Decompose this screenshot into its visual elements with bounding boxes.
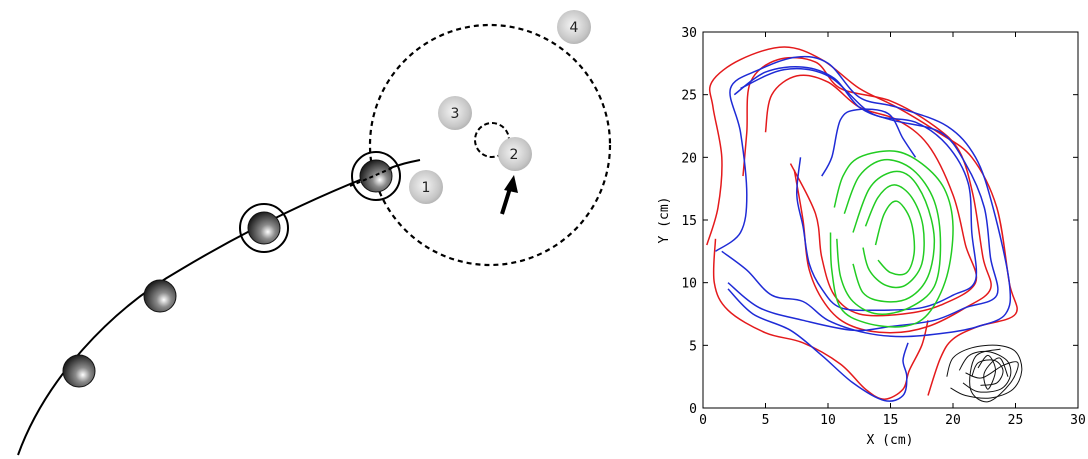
- trajectory-curve: [17, 159, 421, 456]
- x-tick-label: 15: [883, 413, 899, 428]
- ball-label-4: 4: [570, 20, 579, 36]
- green-trajectory-line: [836, 158, 942, 315]
- black-trajectory-line: [958, 350, 1012, 393]
- red-trajectory-line: [712, 238, 929, 400]
- red-trajectory-line: [742, 56, 992, 334]
- trajectory-curve-overlay: [349, 167, 393, 187]
- ball-label-1: 1: [422, 180, 431, 196]
- candidate-ball-1: [409, 170, 443, 204]
- black-trajectory-line: [946, 344, 1023, 399]
- black-trajectory-line: [971, 359, 1004, 386]
- x-tick-label: 30: [1070, 413, 1086, 428]
- tracked-ball: [359, 159, 393, 193]
- tracked-ball: [62, 354, 96, 388]
- ball-label-2: 2: [510, 147, 519, 163]
- candidate-ball-2: [498, 137, 532, 171]
- x-tick-label: 20: [945, 413, 961, 428]
- blue-trajectory-line: [727, 288, 909, 402]
- y-tick-label: 15: [681, 214, 697, 229]
- x-tick-label: 25: [1008, 413, 1024, 428]
- ball-label-3: 3: [451, 106, 460, 122]
- direction-arrow-icon: [500, 175, 518, 215]
- y-tick-label: 25: [681, 89, 697, 104]
- y-tick-label: 30: [681, 26, 697, 41]
- ring-marker: [239, 203, 289, 253]
- green-trajectory-line: [829, 150, 954, 328]
- x-axis-label: X (cm): [867, 433, 914, 448]
- black-trajectory-line: [965, 348, 1019, 403]
- trajectory-diagram: 1 2 3 4: [17, 10, 612, 456]
- blue-trajectory-line: [740, 67, 978, 312]
- green-trajectory-line: [852, 170, 936, 303]
- plot-series: [706, 46, 1023, 403]
- x-tick-label: 0: [699, 413, 707, 428]
- candidate-ball-3: [438, 96, 472, 130]
- y-tick-label: 5: [689, 339, 697, 354]
- candidate-ball-4: [557, 10, 591, 44]
- green-trajectory-line: [874, 200, 916, 276]
- detection-range-circle: [368, 23, 612, 267]
- tracked-ball: [143, 279, 177, 313]
- blue-trajectory-line: [821, 108, 917, 177]
- y-axis-label: Y (cm): [657, 197, 672, 244]
- y-tick-label: 10: [681, 277, 697, 292]
- tracked-ball: [247, 211, 281, 245]
- green-trajectory-line: [862, 184, 925, 289]
- y-tick-label: 20: [681, 151, 697, 166]
- blue-trajectory-line: [715, 55, 1012, 338]
- plot-ticks: 0 5 10 15 20 25 30 0 5 10 15 20 25 30: [681, 26, 1085, 428]
- black-trajectory-line: [977, 354, 1009, 390]
- red-trajectory-line: [764, 74, 978, 317]
- x-tick-label: 5: [762, 413, 770, 428]
- trajectory-plot: 0 5 10 15 20 25 30 0 5 10 15 20 25 30 X (cm) Y (cm): [657, 26, 1086, 448]
- blue-trajectory-line: [727, 66, 999, 332]
- x-tick-label: 10: [820, 413, 836, 428]
- y-tick-label: 0: [689, 402, 697, 417]
- ring-marker: [351, 151, 401, 201]
- plot-frame: [702, 31, 1079, 409]
